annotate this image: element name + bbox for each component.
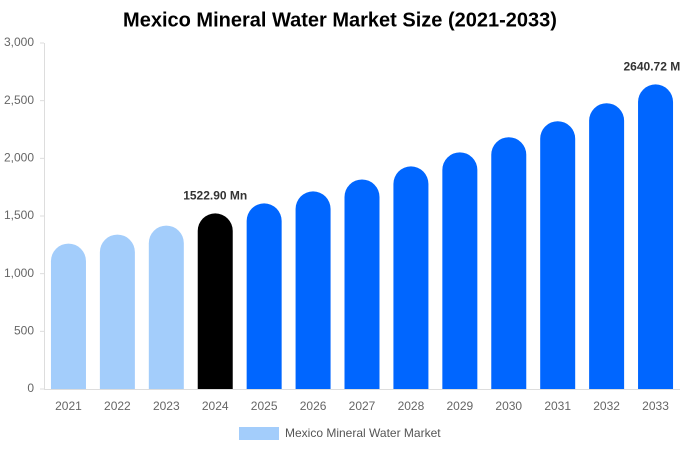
bar	[540, 121, 576, 390]
bar	[295, 191, 331, 389]
x-tick-label: 2023	[153, 399, 180, 413]
bar	[393, 166, 429, 389]
x-tick-label: 2028	[398, 399, 425, 413]
x-tick-label: 2021	[55, 399, 82, 413]
x-tick-label: 2022	[104, 399, 131, 413]
bar	[197, 213, 233, 389]
x-tick-label: 2024	[202, 399, 229, 413]
y-tick-label: 500	[14, 324, 34, 338]
y-tick-label: 2,000	[4, 151, 34, 165]
bar	[442, 152, 478, 389]
bar	[99, 234, 135, 389]
x-tick-label: 2030	[495, 399, 522, 413]
x-tick-label: 2031	[544, 399, 571, 413]
x-tick-label: 2032	[593, 399, 620, 413]
value-label: 2640.72 Mn	[624, 60, 680, 74]
bar	[148, 225, 184, 389]
chart-title: Mexico Mineral Water Market Size (2021-2…	[123, 9, 557, 31]
bar	[246, 203, 282, 389]
bar	[638, 84, 674, 390]
y-tick-label: 3,000	[4, 35, 34, 49]
bar	[491, 137, 527, 389]
x-tick-label: 2027	[349, 399, 376, 413]
bar	[589, 103, 625, 389]
legend-label: Mexico Mineral Water Market	[285, 426, 441, 440]
y-tick-label: 0	[27, 381, 34, 395]
bar	[50, 243, 86, 389]
y-tick-label: 2,500	[4, 93, 34, 107]
bar	[344, 179, 380, 389]
x-tick-label: 2025	[251, 399, 278, 413]
value-label: 1522.90 Mn	[183, 189, 247, 203]
y-tick-label: 1,500	[4, 208, 34, 222]
x-tick-label: 2026	[300, 399, 327, 413]
legend-swatch	[239, 427, 279, 440]
x-tick-label: 2033	[642, 399, 669, 413]
y-tick-label: 1,000	[4, 266, 34, 280]
x-tick-label: 2029	[446, 399, 473, 413]
